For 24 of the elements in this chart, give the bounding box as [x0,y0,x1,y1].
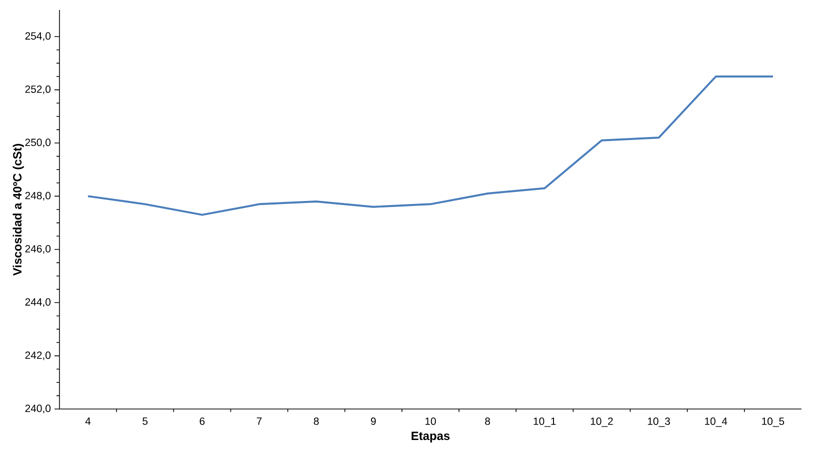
x-tick-label: 10_5 [762,418,784,427]
y-tick-label: 240,0 [25,404,51,414]
y-axis-title: Viscosidad a 40ºC (cSt) [12,144,24,276]
line-series [87,75,774,216]
x-tick-label: 10_1 [534,418,556,427]
y-tick-label: 246,0 [25,245,51,254]
y-tick-label: 248,0 [25,192,51,201]
x-axis-title: Etapas [412,432,450,442]
y-tick-label: 242,0 [25,351,51,360]
x-tick-label: 9 [370,418,376,425]
y-tick-label: 250,0 [25,138,51,148]
x-tick-label: 10 [425,418,436,425]
x-tick-label: 10_4 [705,418,728,427]
y-tick-label: 254,0 [25,32,51,41]
x-tick-label: 7 [256,418,262,425]
x-tick-label: 8 [485,418,490,425]
x-tick-label: 4 [85,418,91,425]
x-tick-label: 5 [142,418,148,425]
x-tick-label: 10_2 [590,418,613,427]
y-tick-label: 252,0 [25,85,51,94]
x-tick-label: 8 [314,418,319,425]
y-tick-label: 244,0 [25,298,51,307]
x-tick-label: 6 [200,418,205,425]
x-tick-label: 10_3 [648,418,670,427]
